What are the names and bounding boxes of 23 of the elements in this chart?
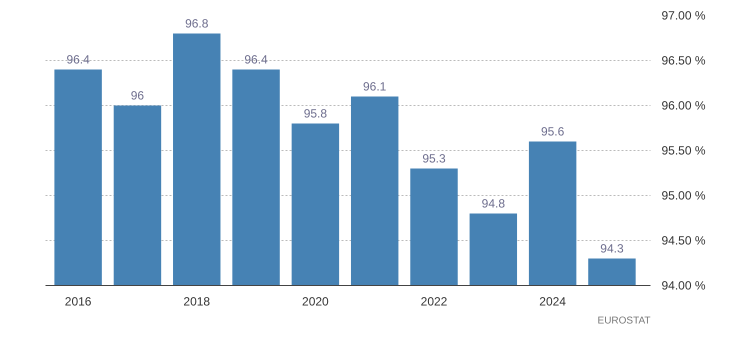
data-label: 96: [130, 88, 144, 102]
data-label: 96.4: [244, 52, 268, 66]
data-label: 96.1: [363, 80, 387, 94]
x-tick-label: 2024: [539, 294, 566, 308]
data-label: 94.8: [482, 196, 506, 210]
data-label: 94.3: [600, 242, 624, 256]
x-tick-label: 2018: [183, 294, 210, 308]
y-tick-label: 94.50 %: [662, 234, 706, 248]
x-tick-label: 2022: [420, 294, 448, 308]
data-label: 96.4: [66, 52, 90, 66]
y-tick-label: 97.00 %: [662, 8, 706, 22]
y-tick-label: 96.50 %: [662, 54, 706, 68]
data-label: 96.8: [185, 16, 209, 30]
y-tick-label: 95.00 %: [662, 188, 706, 202]
text: EUROSTAT: [598, 316, 651, 326]
data-label: 95.6: [540, 124, 565, 138]
y-tick-label: 96.00 %: [662, 98, 706, 112]
y-tick-label: 95.50 %: [662, 144, 706, 158]
x-tick-label: 2020: [302, 294, 330, 308]
x-tick-label: 2016: [64, 294, 92, 308]
data-label: 95.3: [422, 152, 446, 166]
data-label: 95.8: [304, 106, 328, 120]
y-tick-label: 94.00 %: [662, 278, 706, 292]
